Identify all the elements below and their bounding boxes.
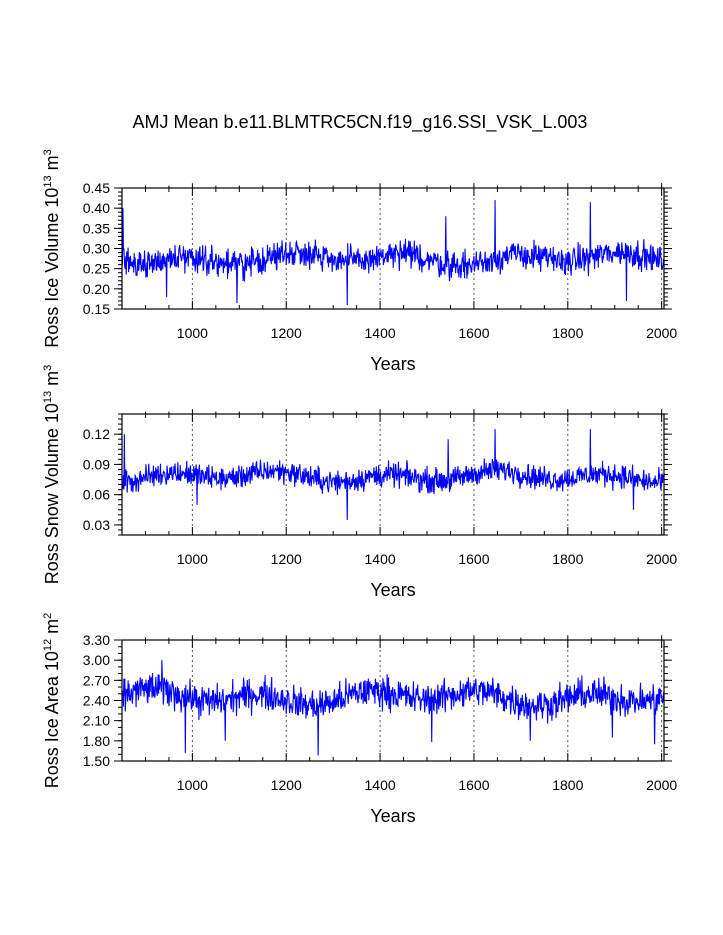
y-label-superscript: 12	[42, 639, 54, 651]
x-tick-label: 2000	[646, 325, 677, 341]
x-tick-label: 1200	[271, 325, 302, 341]
y-label-superscript: 3	[42, 149, 54, 155]
y-label-superscript: 2	[42, 613, 54, 619]
x-tick-label: 1400	[365, 777, 396, 793]
y-tick-label: 3.30	[83, 632, 110, 648]
y-axis-label: Ross Ice Volume 1013 m3	[42, 149, 62, 347]
x-tick-label: 1000	[177, 777, 208, 793]
y-tick-label: 0.40	[83, 200, 110, 216]
y-tick-label: 2.70	[83, 672, 110, 688]
y-label-text: m	[42, 371, 62, 391]
x-tick-label: 1600	[458, 325, 489, 341]
series-line-1	[121, 200, 665, 305]
y-tick-label: 3.00	[83, 652, 110, 668]
panel-2: 1000 1200 1400 1600 1800 2000 0.03 0.06 0.09 0.12…	[42, 365, 677, 600]
panel-1: 1000 1200 1400 1600 1800 2000 0.15 0.20 0.25 0.30…	[42, 149, 677, 374]
x-tick-label: 1400	[365, 325, 396, 341]
panels-group: 1000 1200 1400 1600 1800 2000 0.15 0.20 0.25 0.30…	[42, 149, 677, 826]
x-tick-label: 1000	[177, 325, 208, 341]
y-tick-label: 0.09	[83, 456, 110, 472]
y-axis-label: Ross Ice Area 1012 m2	[42, 613, 62, 788]
y-tick-label: 0.15	[83, 301, 110, 317]
figure-title: AMJ Mean b.e11.BLMTRC5CN.f19_g16.SSI_VSK…	[133, 112, 588, 133]
y-tick-label: 2.40	[83, 693, 110, 709]
y-tick-label: 2.10	[83, 713, 110, 729]
y-label-superscript: 3	[42, 365, 54, 371]
y-tick-label: 0.35	[83, 220, 110, 236]
series-line-3	[121, 660, 665, 756]
y-tick-label: 0.12	[83, 426, 110, 442]
x-axis-label: Years	[370, 580, 415, 600]
y-label-text: m	[42, 155, 62, 175]
y-label-superscript: 13	[42, 391, 54, 403]
y-label-text: Ross Ice Area 10	[42, 651, 62, 788]
x-tick-label: 1400	[365, 551, 396, 567]
x-tick-label: 1600	[458, 777, 489, 793]
y-label-text: m	[42, 619, 62, 639]
y-tick-label: 1.50	[83, 753, 110, 769]
y-tick-label: 0.06	[83, 487, 110, 503]
y-axis-label: Ross Snow Volume 1013 m3	[42, 365, 62, 584]
x-tick-label: 2000	[646, 777, 677, 793]
x-tick-label: 1200	[271, 777, 302, 793]
x-tick-label: 1600	[458, 551, 489, 567]
x-tick-label: 1800	[552, 777, 583, 793]
x-axis-label: Years	[370, 806, 415, 826]
x-tick-label: 1000	[177, 551, 208, 567]
y-label-text: Ross Ice Volume 10	[42, 188, 62, 348]
y-tick-label: 0.03	[83, 517, 110, 533]
x-tick-label: 1800	[552, 325, 583, 341]
y-label-superscript: 13	[42, 175, 54, 187]
y-tick-label: 0.45	[83, 180, 110, 196]
x-tick-label: 1800	[552, 551, 583, 567]
y-tick-label: 0.30	[83, 241, 110, 257]
y-label-text: Ross Snow Volume 10	[42, 403, 62, 584]
x-tick-label: 2000	[646, 551, 677, 567]
series-line-2	[121, 429, 665, 520]
y-tick-label: 1.80	[83, 733, 110, 749]
panel-3: 1000 1200 1400 1600 1800 2000 1.50 1.80 2.10 2.40…	[42, 613, 677, 826]
y-tick-label: 0.25	[83, 261, 110, 277]
y-tick-label: 0.20	[83, 281, 110, 297]
x-axis-label: Years	[370, 354, 415, 374]
x-tick-label: 1200	[271, 551, 302, 567]
